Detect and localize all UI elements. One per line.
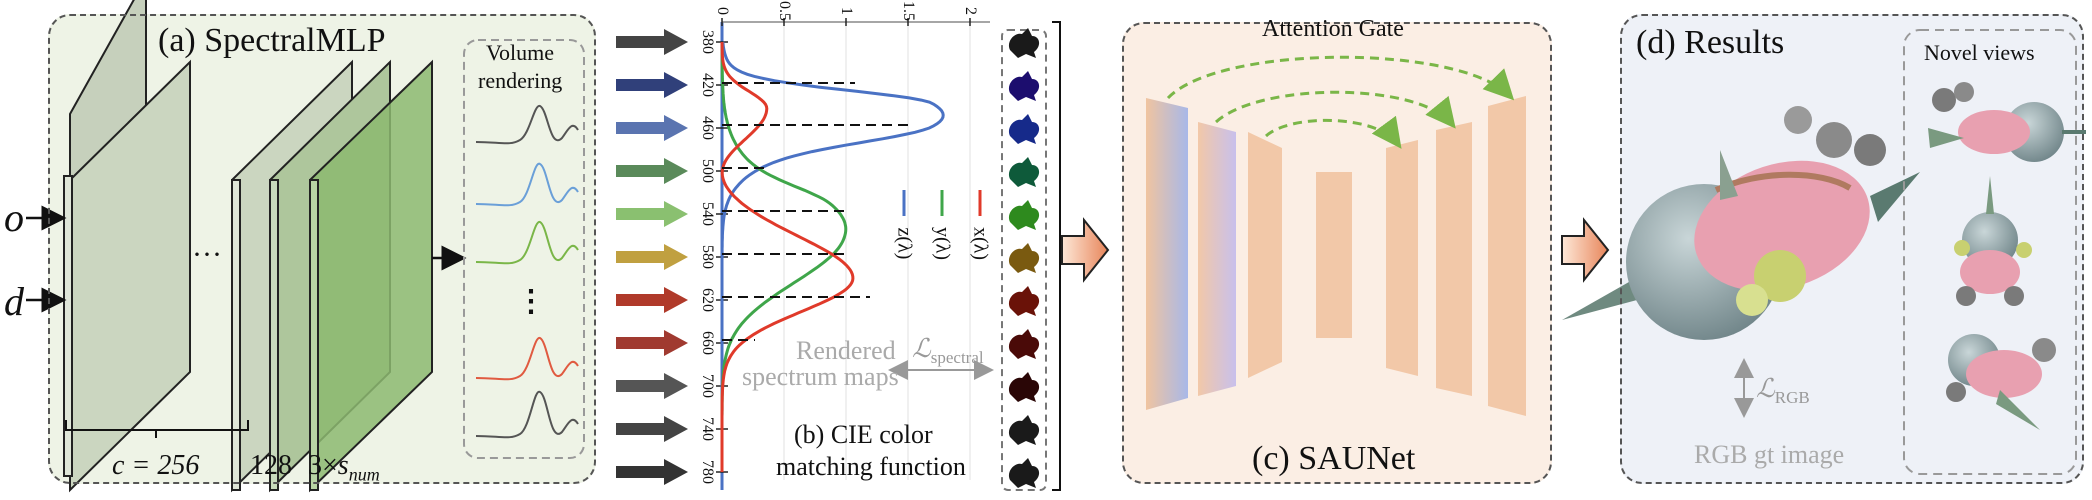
rgb-gt-label: RGB gt image xyxy=(1694,440,1845,469)
spectrum-swatches xyxy=(1008,28,1040,488)
volume-rendering-title-line2: rendering xyxy=(478,68,563,93)
legend-label: y(λ) xyxy=(931,226,954,261)
wavelength-arrow xyxy=(616,330,688,356)
arrow-c-to-d xyxy=(1561,217,1610,283)
saunet-decoder-2 xyxy=(1436,122,1472,396)
wavelength-arrow xyxy=(616,416,688,442)
wavelength-label: 580 xyxy=(699,245,716,269)
wavelength-label: 460 xyxy=(699,116,716,140)
volume-waves xyxy=(475,105,579,439)
x-lambda-curve xyxy=(720,42,855,472)
legend-label: x(λ) xyxy=(969,226,992,261)
volume-rendering-box xyxy=(463,39,585,459)
novel-view-1 xyxy=(1928,82,2086,162)
panel-b-title-line1: (b) CIE color xyxy=(794,420,933,449)
panel-a-title: (a) SpectralMLP xyxy=(158,22,386,59)
saunet-decoder-3 xyxy=(1386,140,1418,376)
spectrum-swatch xyxy=(1008,329,1040,359)
mlp-layer-output xyxy=(309,59,433,493)
loss-spectral-label: ℒspectral xyxy=(912,334,984,368)
rendered-label-line1: Rendered xyxy=(796,336,896,365)
wavelength-arrows xyxy=(616,29,688,485)
saunet-encoder-3 xyxy=(1248,132,1282,378)
wavelength-label: 780 xyxy=(699,460,716,484)
value-label: 1.5 xyxy=(900,1,917,21)
value-ticks xyxy=(721,18,971,26)
panel-a-border xyxy=(48,14,596,484)
novel-view-3 xyxy=(1946,334,2056,430)
panel-d-title: (d) Results xyxy=(1636,24,1785,61)
wavelength-label: 380 xyxy=(699,30,716,54)
spectrum-swatch xyxy=(1008,415,1040,445)
wavelength-arrow xyxy=(616,287,688,313)
spectrum-map-column xyxy=(1001,29,1047,491)
wavelength-arrow xyxy=(616,459,688,485)
wavelength-arrow xyxy=(616,373,688,399)
spectrum-swatch xyxy=(1008,372,1040,402)
wavelength-label: 700 xyxy=(699,374,716,398)
novel-view-2 xyxy=(1954,176,2032,306)
wavelength-label: 420 xyxy=(699,73,716,97)
saunet-decoder-1 xyxy=(1488,96,1526,416)
attention-gate-label: Attention Gate xyxy=(1262,16,1404,42)
wavelength-arrow xyxy=(616,201,688,227)
swatch-bracket xyxy=(1052,21,1061,491)
wavelength-label: 620 xyxy=(699,288,716,312)
dim-c-label: c = 256 xyxy=(112,450,200,481)
wavelength-arrow xyxy=(616,244,688,270)
attention-arcs xyxy=(1166,55,1515,149)
value-label: 2 xyxy=(962,7,979,15)
rendered-label-line2: spectrum maps xyxy=(742,362,899,391)
novel-views-label: Novel views xyxy=(1924,40,2035,65)
dim-128-label: 128 xyxy=(250,450,292,481)
value-label: 0 xyxy=(714,7,731,15)
wavelength-label: 740 xyxy=(699,417,716,441)
value-label: 0.5 xyxy=(776,1,793,21)
wavelength-label: 660 xyxy=(699,331,716,355)
input-d-label: d xyxy=(4,279,24,324)
mlp-layers xyxy=(63,0,191,493)
panel-d-border xyxy=(1620,14,2084,484)
spectrum-swatch xyxy=(1008,243,1040,273)
value-label: 1 xyxy=(838,7,855,15)
dim-3x-label: 3×snum xyxy=(308,450,380,485)
volume-rendering-title-line1: Volume xyxy=(486,40,555,65)
spectrum-swatch xyxy=(1008,114,1040,144)
panel-c-title: (c) SAUNet xyxy=(1252,440,1416,477)
spectrum-swatch xyxy=(1008,200,1040,230)
wavelength-arrow xyxy=(616,115,688,141)
wavelength-label: 500 xyxy=(699,159,716,183)
saunet-bottleneck xyxy=(1316,172,1352,338)
arrow-b-to-c xyxy=(1061,217,1110,283)
result-main-image xyxy=(1562,106,1920,340)
wavelength-label: 540 xyxy=(699,202,716,226)
curve-legend xyxy=(902,190,982,216)
legend-label: z(λ) xyxy=(893,227,916,260)
input-o-label: o xyxy=(4,195,24,240)
panel-b-title-line2: matching function xyxy=(776,452,966,481)
wavelength-arrow xyxy=(616,72,688,98)
spectrum-swatch xyxy=(1008,286,1040,316)
wavelength-arrow xyxy=(616,158,688,184)
wavelength-arrow xyxy=(616,29,688,55)
saunet-encoder-1 xyxy=(1146,98,1188,410)
loss-rgb-label: ℒRGB xyxy=(1756,374,1810,408)
layer-ellipsis: ··· xyxy=(192,238,222,271)
spectrum-swatch xyxy=(1008,71,1040,101)
panel-c-border xyxy=(1122,22,1552,484)
wave-ellipsis: ⋮ xyxy=(516,285,546,318)
reference-dashes xyxy=(722,82,912,341)
spectrum-swatch xyxy=(1008,157,1040,187)
saunet-encoder-2 xyxy=(1198,122,1236,396)
spectrum-swatch xyxy=(1008,458,1040,488)
spectrum-swatch xyxy=(1008,28,1040,58)
